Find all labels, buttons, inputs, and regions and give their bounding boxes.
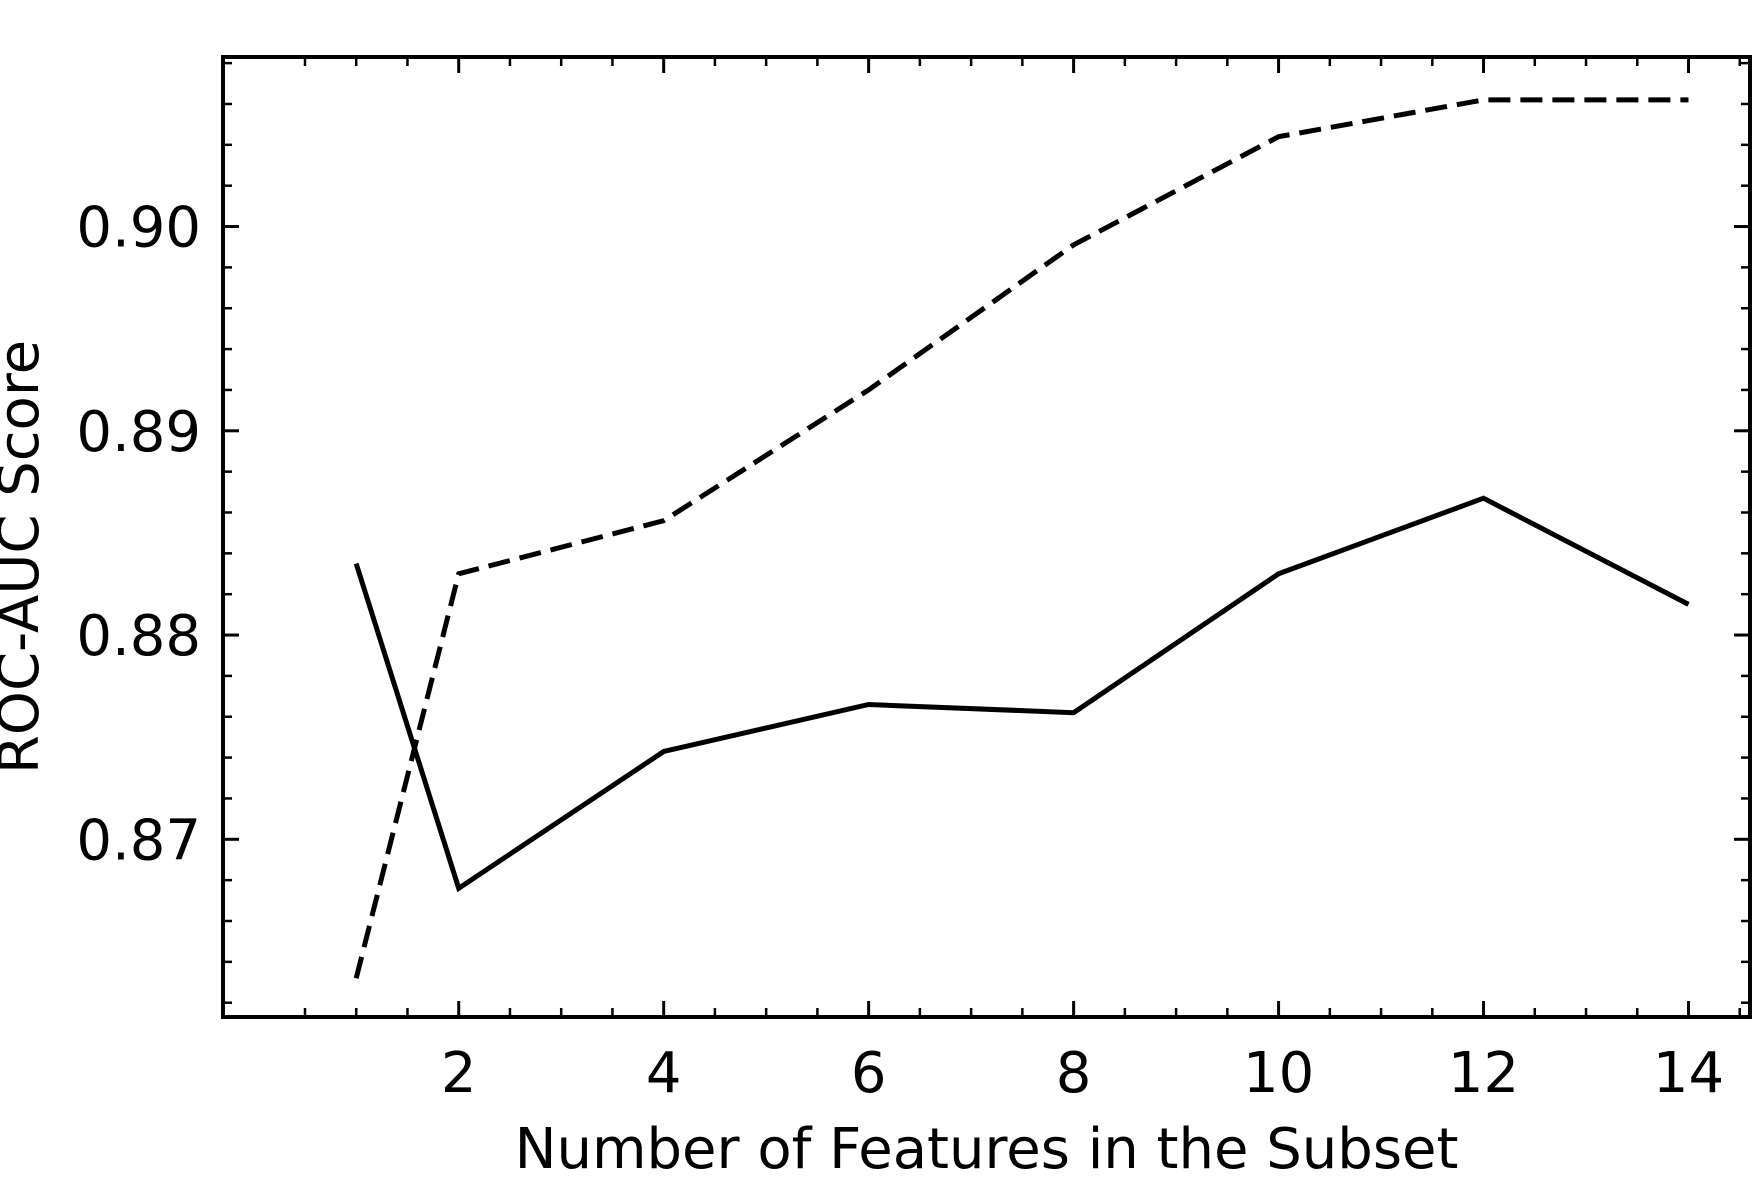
x-tick-label: 6 <box>851 1041 887 1106</box>
y-tick-label: 0.88 <box>76 604 201 669</box>
x-tick-label: 10 <box>1243 1041 1314 1106</box>
series-layer <box>353 97 1690 979</box>
dashed-series-line <box>353 97 1689 979</box>
tick-labels: 2 4 6 8 10 12 14 0.87 0.88 0.89 0.90 <box>76 196 1724 1106</box>
x-axis-title: Number of Features in the Subset <box>515 1117 1459 1182</box>
y-tick-label: 0.87 <box>76 808 201 873</box>
x-tick-label: 12 <box>1448 1041 1519 1106</box>
x-tick-label: 14 <box>1653 1041 1724 1106</box>
x-tick-label: 2 <box>441 1041 477 1106</box>
y-axis-title: ROC-AUC Score <box>0 340 52 774</box>
x-tick-label: 8 <box>1056 1041 1092 1106</box>
y-tick-label: 0.90 <box>76 196 201 261</box>
solid-series-line <box>353 495 1690 893</box>
plot-frame <box>221 55 1752 1019</box>
x-tick-label: 4 <box>646 1041 682 1106</box>
y-tick-label: 0.89 <box>76 400 201 465</box>
